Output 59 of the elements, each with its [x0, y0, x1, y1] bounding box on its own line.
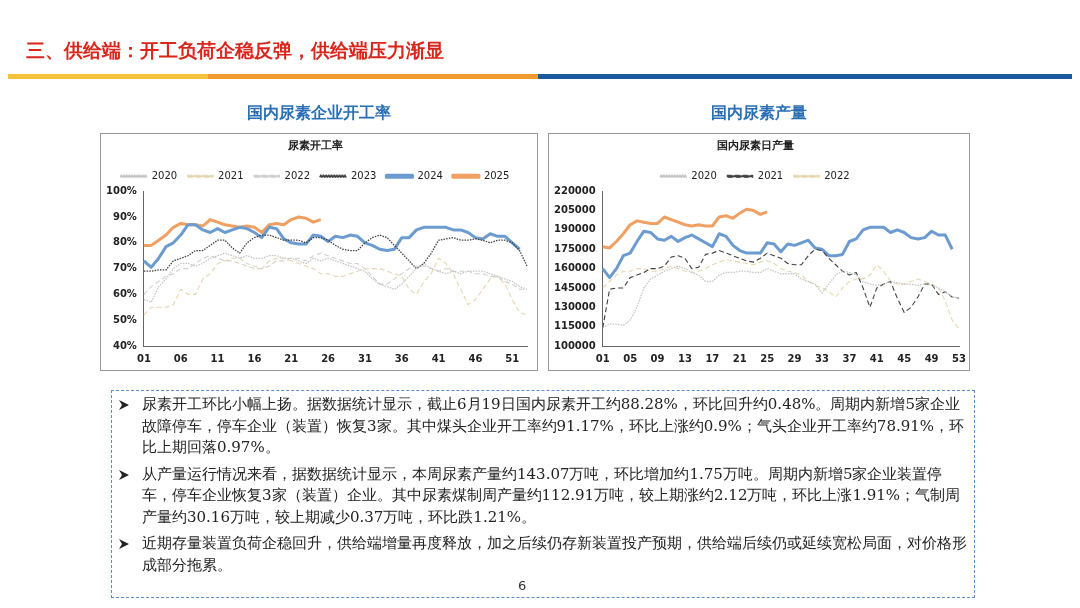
y-tick-label: 115000 [554, 320, 596, 332]
chart-subtitle: 尿素开工率 [286, 139, 343, 153]
x-tick-label: 46 [468, 352, 483, 364]
x-tick-label: 01 [595, 352, 610, 364]
x-tick-label: 06 [173, 352, 188, 364]
text: 6 [518, 578, 527, 593]
x-tick-label: 05 [623, 352, 638, 364]
y-tick-label: 205000 [554, 204, 596, 216]
y-tick-label: 160000 [554, 262, 596, 274]
legend-label: 2021 [218, 169, 244, 181]
x-tick-label: 31 [357, 352, 372, 364]
y-tick-label: 175000 [554, 242, 596, 254]
y-tick-label: 130000 [554, 300, 596, 312]
y-tick-label: 190000 [554, 223, 596, 235]
legend-label: 2022 [824, 169, 850, 181]
x-tick-label: 53 [952, 352, 966, 364]
y-tick-label: 40% [112, 339, 137, 351]
y-tick-label: 90% [112, 210, 137, 222]
x-tick-label: 11 [210, 352, 225, 364]
x-tick-label: 51 [505, 352, 520, 364]
x-tick-label: 17 [705, 352, 720, 364]
text: 尿素开工环比小幅上扬。据数据统计显示，截止6月19日国内尿素开工约88.28%，环比回升约0.48%。周期内新增5家企业故障停车，停车企业（装置）恢复3家。其中煤头企业开工率约91.17%，环比上涨约0.9%；气头企业开工率约78.91%，环比上期回落0.97%。 [142, 394, 966, 458]
y-tick-label: 220000 [554, 184, 596, 196]
x-tick-label: 21 [284, 352, 299, 364]
x-tick-label: 01 [136, 352, 151, 364]
x-tick-label: 41 [869, 352, 884, 364]
x-tick-label: 25 [760, 352, 775, 364]
x-tick-label: 36 [394, 352, 409, 364]
legend-label: 2022 [284, 169, 310, 181]
x-tick-label: 49 [924, 352, 939, 364]
y-tick-label: 60% [112, 287, 137, 299]
x-tick-label: 29 [787, 352, 802, 364]
x-tick-label: 45 [897, 352, 912, 364]
y-tick-label: 100000 [554, 339, 596, 351]
text: 近期存量装置负荷企稳回升，供给端增量再度释放，加之后续仍存新装置投产预期，供给端后续仍或延续宽松局面，对价格形成部分拖累。 [142, 533, 968, 576]
legend-label: 2020 [691, 169, 717, 181]
y-tick-label: 80% [112, 236, 137, 248]
x-tick-label: 21 [732, 352, 747, 364]
y-tick-label: 100% [105, 184, 137, 196]
chart-subtitle: 国内尿素日产量 [716, 139, 794, 153]
legend-label: 2020 [151, 169, 178, 181]
y-tick-label: 70% [112, 262, 137, 274]
legend-label: 2023 [351, 169, 377, 181]
chart-title: 国内尿素产量 [710, 103, 808, 124]
x-tick-label: 33 [815, 352, 829, 364]
y-tick-label: 145000 [554, 281, 596, 293]
x-tick-label: 13 [678, 352, 692, 364]
x-tick-label: 37 [842, 352, 857, 364]
legend-label: 2024 [417, 169, 443, 181]
y-tick-label: 50% [112, 313, 137, 325]
chart-title: 国内尿素企业开工率 [246, 103, 392, 124]
x-tick-label: 09 [650, 352, 665, 364]
x-tick-label: 41 [431, 352, 446, 364]
x-tick-label: 26 [321, 352, 336, 364]
legend-label: 2025 [483, 169, 510, 181]
text: 从产量运行情况来看，据数据统计显示，本周尿素产量约143.07万吨，环比增加约1.75万吨。周期内新增5家企业装置停车，停车企业恢复3家（装置）企业。其中尿素煤制周产量约112.91万吨，较上期涨约2.12万吨，环比上涨1.91%；气制周产量约30.16万吨，较上期减少0.37万吨，环比跌1.21%。 [142, 463, 962, 528]
x-tick-label: 16 [247, 352, 262, 364]
legend-label: 2021 [757, 169, 784, 181]
text: 三、供给端：开工负荷企稳反弹，供给端压力渐显 [26, 38, 444, 63]
